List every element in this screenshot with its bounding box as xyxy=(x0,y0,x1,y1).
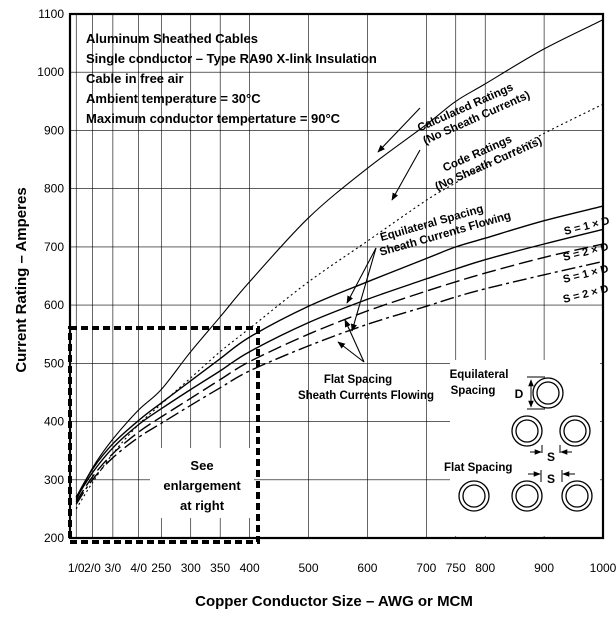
y-axis-title: Current Rating – Amperes xyxy=(13,187,30,372)
inset-equilateral-1: Equilateral xyxy=(450,369,509,381)
y-tick-label: 800 xyxy=(44,182,64,196)
y-tick-labels: 200 300 400 500 600 700 800 900 1000 1100 xyxy=(37,7,64,545)
y-tick-label: 200 xyxy=(44,531,64,545)
inset-s-label-1: S xyxy=(547,450,555,464)
info-line-5: Maximum conductor tempertature = 90°C xyxy=(86,111,341,126)
y-tick-label: 1100 xyxy=(38,7,64,21)
series-line-eq1 xyxy=(75,205,604,498)
info-line-1: Aluminum Sheathed Cables xyxy=(86,31,258,46)
x-tick-label: 750 xyxy=(446,561,466,575)
x-tick-label: 1/0 xyxy=(68,561,85,575)
enlargement-box xyxy=(68,326,260,544)
x-tick-label: 3/0 xyxy=(105,561,122,575)
annotation-arrow xyxy=(337,341,365,363)
enlargement-note: See enlargement at right xyxy=(150,448,254,518)
x-tick-label: 2/0 xyxy=(84,561,101,575)
annotation-arrow xyxy=(391,149,421,201)
info-block: Aluminum Sheathed Cables Single conducto… xyxy=(86,31,377,126)
annotation-arrow xyxy=(350,247,377,332)
cable-circle xyxy=(561,480,593,512)
y-tick-label: 500 xyxy=(44,356,64,370)
inset-s-label-2: S xyxy=(547,472,555,486)
y-tick-label: 400 xyxy=(44,415,64,429)
y-tick-label: 1000 xyxy=(37,65,64,79)
info-line-2: Single conductor – Type RA90 X-link Insu… xyxy=(86,51,377,66)
spacing-inset: Equilateral Spacing Flat Spacing D S S xyxy=(444,360,600,536)
x-tick-label: 600 xyxy=(357,561,377,575)
enlarge-line-3: at right xyxy=(180,498,225,513)
cable-circle xyxy=(511,415,543,447)
series-line-fl2 xyxy=(75,260,604,505)
x-tick-label: 400 xyxy=(240,561,260,575)
annotation-arrow xyxy=(344,319,365,363)
inset-d-label: D xyxy=(515,387,524,401)
inset-flat-label: Flat Spacing xyxy=(444,462,512,474)
x-tick-label: 350 xyxy=(210,561,230,575)
x-tick-label: 4/0 xyxy=(130,561,147,575)
plot-frame xyxy=(68,12,605,540)
y-tick-label: 900 xyxy=(44,123,64,137)
x-tick-label: 800 xyxy=(475,561,495,575)
info-line-3: Cable in free air xyxy=(86,71,184,86)
enlarge-line-1: See xyxy=(190,458,213,473)
x-tick-labels: 1/0 2/0 3/0 4/0 250 300 350 400 500 600 700 750 800 9… xyxy=(68,561,616,575)
y-tick-label: 700 xyxy=(44,240,64,254)
info-line-4: Ambient temperature = 30°C xyxy=(86,91,261,106)
annotation-arrow xyxy=(346,247,377,304)
cable-circle xyxy=(458,480,490,512)
inset-equilateral-2: Spacing xyxy=(451,385,496,397)
series-line-calc xyxy=(75,19,604,501)
annotation-arrows xyxy=(337,107,421,363)
x-tick-label: 1000 xyxy=(590,561,616,575)
flat-label-1: Flat Spacing xyxy=(324,374,392,386)
series-line-fl1 xyxy=(75,243,604,503)
x-tick-label: 700 xyxy=(416,561,436,575)
series-line-eq2 xyxy=(75,228,604,499)
y-tick-label: 600 xyxy=(44,298,64,312)
enlarge-line-2: enlargement xyxy=(163,478,241,493)
flat-label-2: Sheath Currents Flowing xyxy=(298,390,434,402)
annotation-arrow xyxy=(377,107,421,153)
x-axis-title: Copper Conductor Size – AWG or MCM xyxy=(195,593,473,610)
series-lines xyxy=(75,19,604,510)
cable-circle xyxy=(511,480,543,512)
x-tick-label: 250 xyxy=(151,561,171,575)
x-tick-label: 300 xyxy=(181,561,201,575)
cable-circle xyxy=(559,415,591,447)
y-tick-label: 300 xyxy=(44,473,64,487)
x-tick-label: 500 xyxy=(299,561,319,575)
x-tick-label: 900 xyxy=(534,561,554,575)
